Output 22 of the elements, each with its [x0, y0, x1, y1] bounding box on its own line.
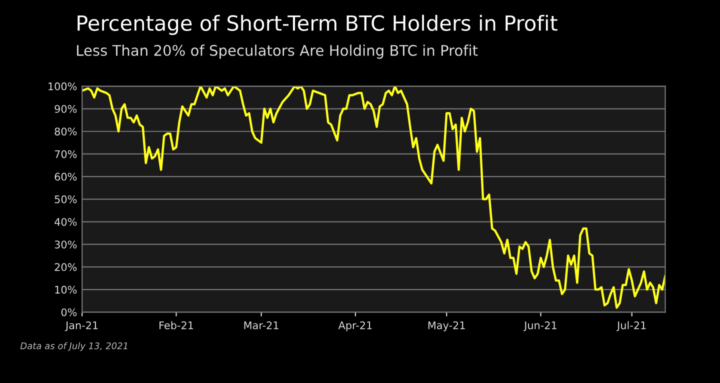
y-tick-label: 40%: [54, 218, 77, 226]
x-tick-label: May-21: [428, 321, 465, 332]
x-tick-label: Jul-21: [616, 321, 646, 332]
chart-subtitle: Less Than 20% of Speculators Are Holding BTC in Profit: [77, 44, 478, 59]
x-tick-label: Mar-21: [244, 321, 278, 330]
y-tick-label: 70%: [54, 150, 77, 158]
chart-title: Percentage of Short-Term BTC Holders in Profit: [78, 14, 558, 35]
y-tick-label: 50%: [54, 195, 77, 204]
y-tick-label: 80%: [54, 128, 77, 136]
y-tick-label: 60%: [54, 172, 77, 181]
x-tick-label: Feb-21: [160, 321, 194, 330]
y-tick-label: 10%: [55, 286, 77, 294]
y-tick-label: 90%: [54, 105, 77, 113]
line-series: [82, 86, 666, 309]
y-tick-label: 20%: [54, 263, 77, 272]
text: Data as of July 13, 2021: [20, 342, 128, 351]
y-tick-label: 100%: [48, 82, 77, 90]
y-tick-label: 30%: [54, 240, 77, 248]
x-tick-label: Apr-21: [338, 321, 372, 332]
x-tick-label: Jan-21: [65, 321, 98, 332]
x-tick-label: Jun-21: [524, 321, 556, 332]
y-tick-label: 0%: [61, 308, 77, 316]
